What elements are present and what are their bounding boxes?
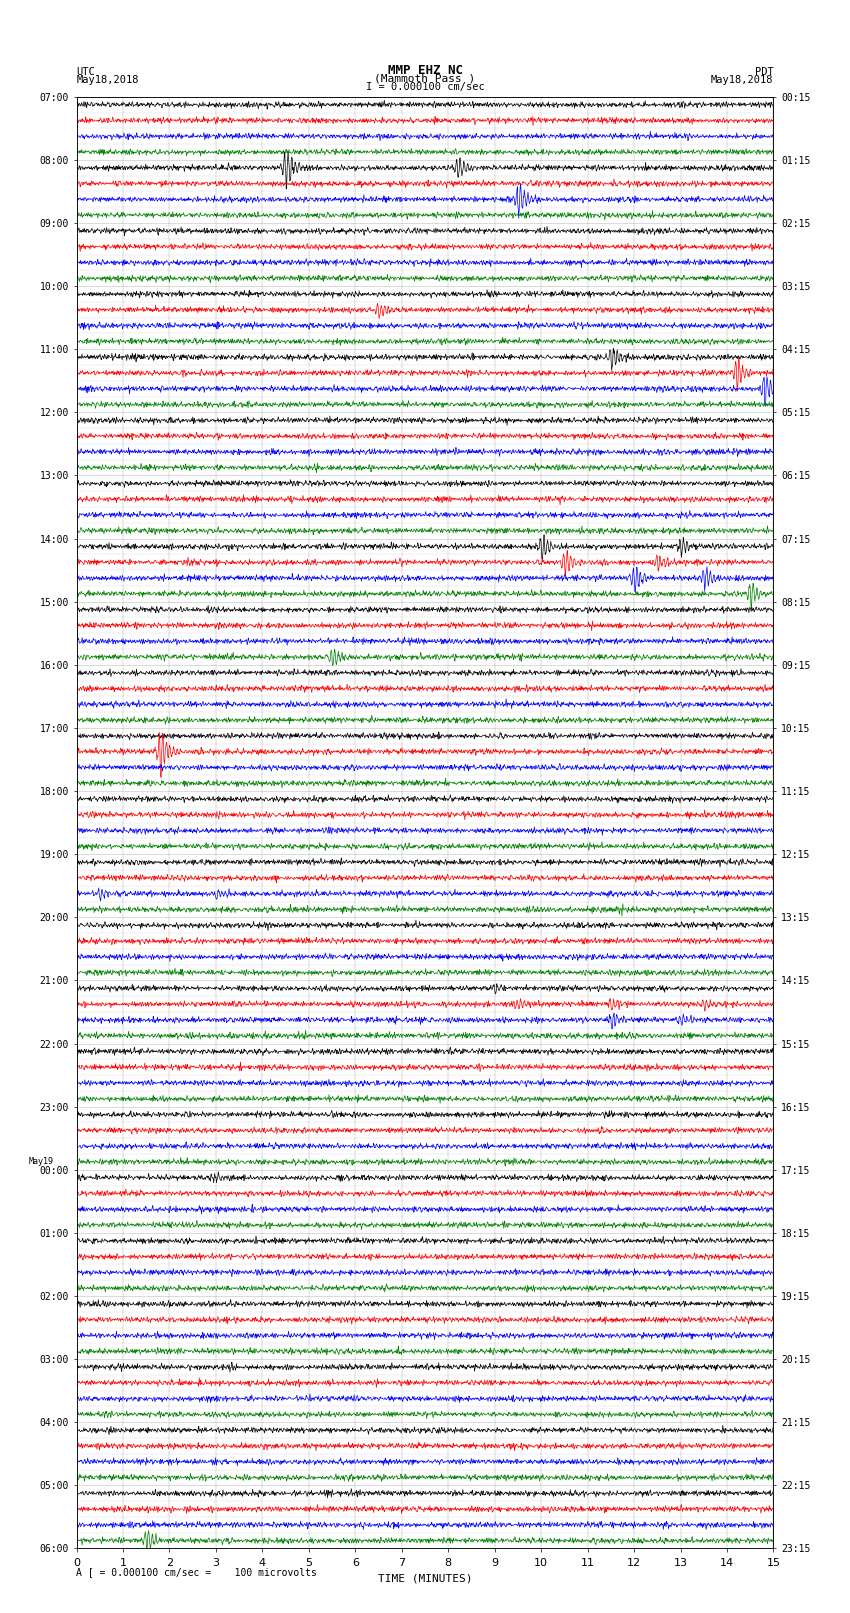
Text: (Mammoth Pass ): (Mammoth Pass ) bbox=[374, 74, 476, 84]
Text: May18,2018: May18,2018 bbox=[711, 74, 774, 84]
Text: May18,2018: May18,2018 bbox=[76, 74, 139, 84]
Text: May19: May19 bbox=[28, 1158, 54, 1166]
Text: UTC: UTC bbox=[76, 66, 95, 77]
Text: MMP EHZ NC: MMP EHZ NC bbox=[388, 63, 462, 77]
Text: PDT: PDT bbox=[755, 66, 774, 77]
Text: I = 0.000100 cm/sec: I = 0.000100 cm/sec bbox=[366, 82, 484, 92]
X-axis label: TIME (MINUTES): TIME (MINUTES) bbox=[377, 1573, 473, 1582]
Text: A [ = 0.000100 cm/sec =    100 microvolts: A [ = 0.000100 cm/sec = 100 microvolts bbox=[76, 1568, 317, 1578]
